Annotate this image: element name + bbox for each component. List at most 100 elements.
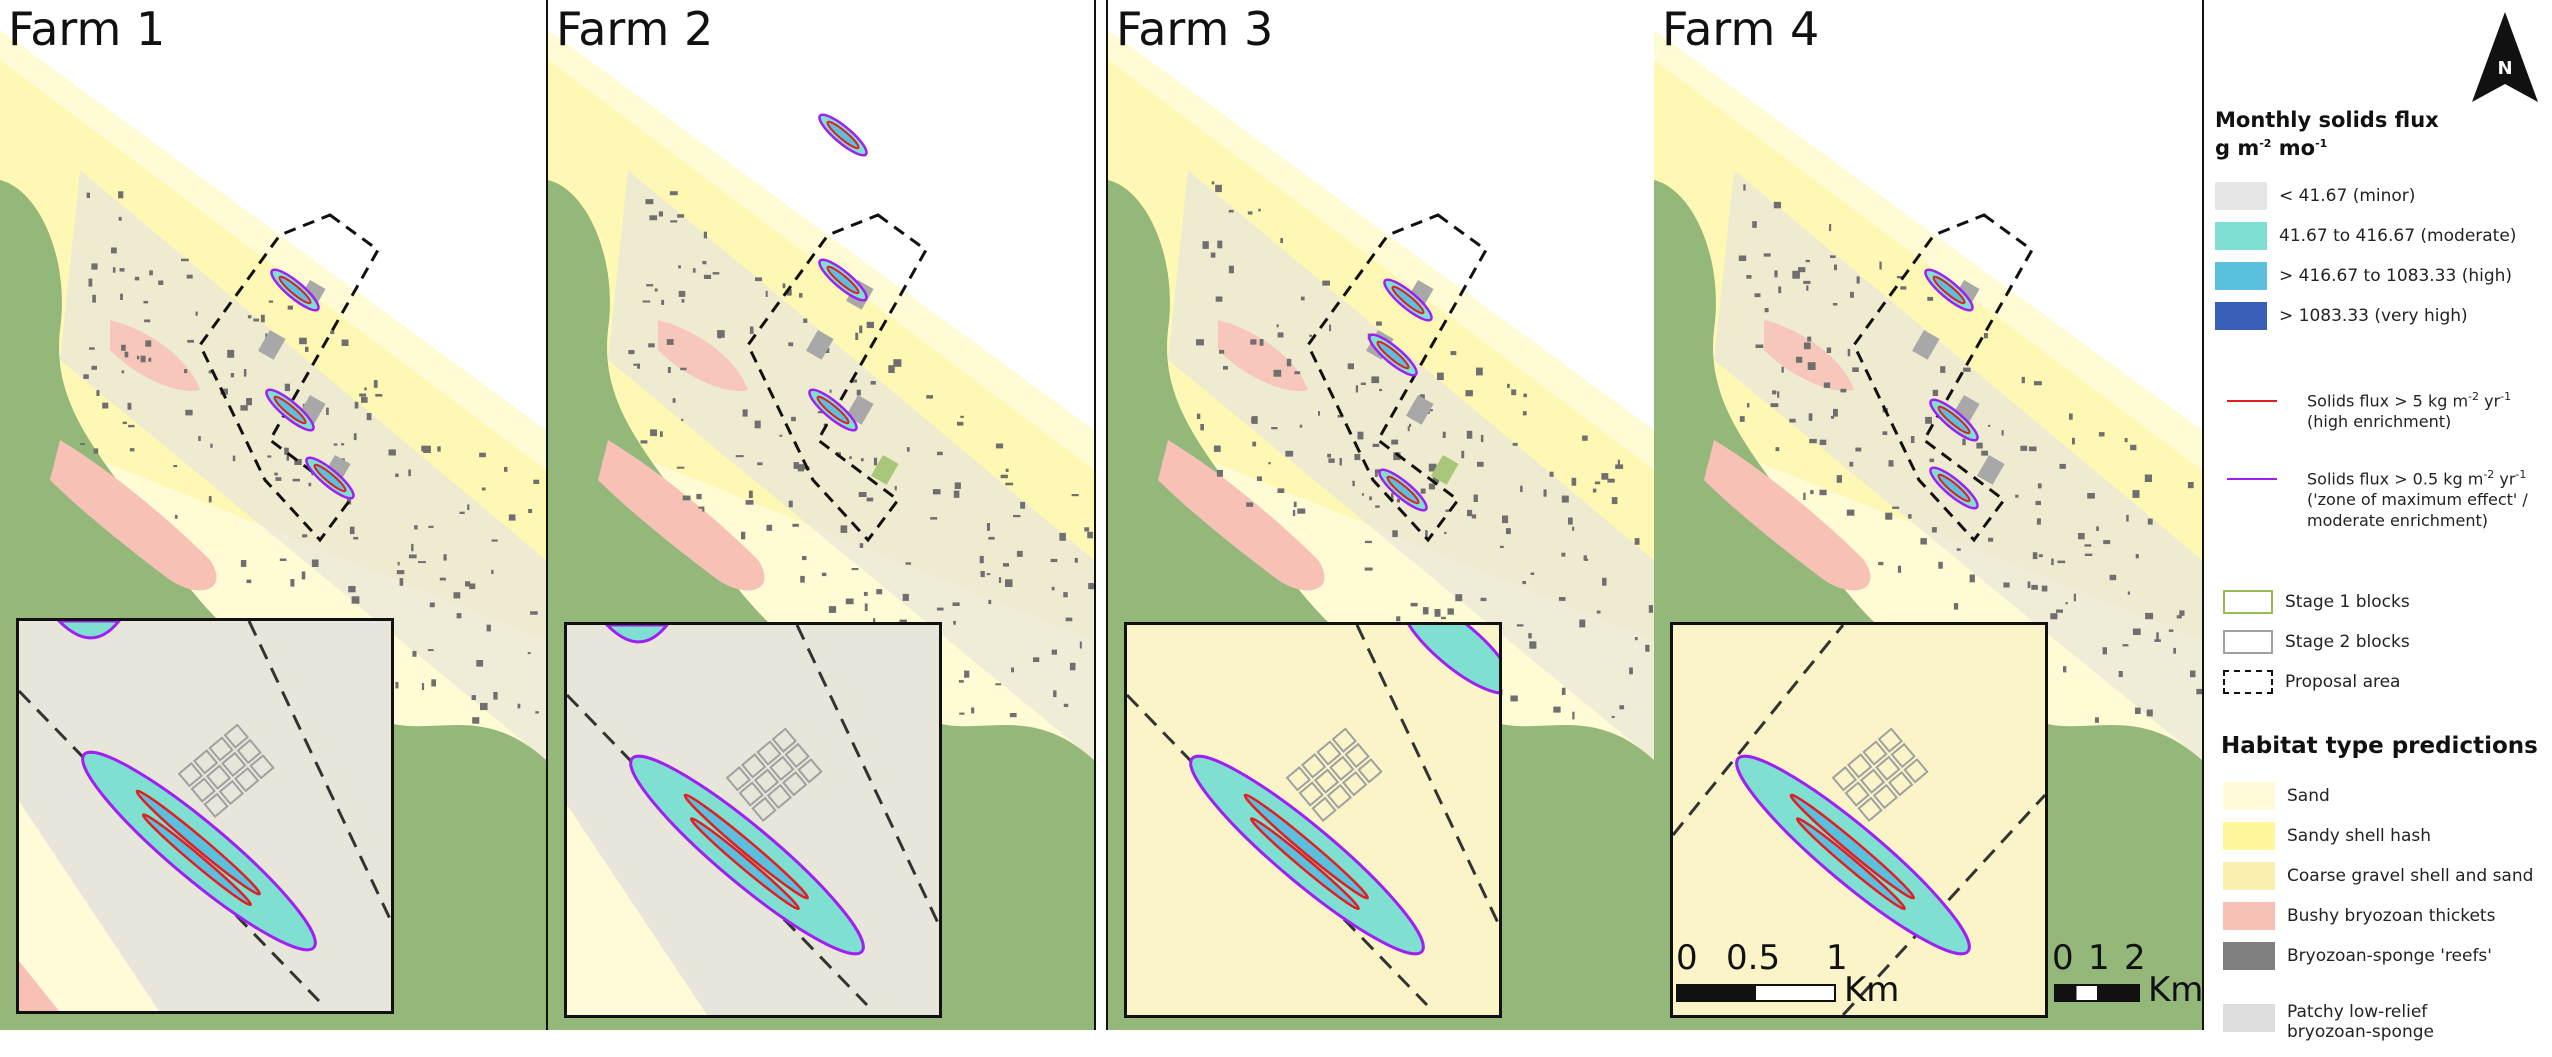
inset-background xyxy=(1127,625,1499,1015)
legend-exp: -1 xyxy=(2500,390,2512,403)
plume-high-contour xyxy=(689,817,800,911)
scale-tick-label: 0 xyxy=(1676,938,1698,978)
plume-high-contour xyxy=(683,793,809,900)
inset-background xyxy=(1673,625,2045,1015)
inset-map xyxy=(16,618,394,1014)
plume-high xyxy=(1932,275,1966,305)
inset-block xyxy=(753,768,780,794)
inset-plume xyxy=(1673,625,2045,1015)
legend-label: Stage 1 blocks xyxy=(2285,592,2410,612)
plume-high-contour xyxy=(1243,793,1369,900)
inset-block xyxy=(192,749,219,775)
inset-plume xyxy=(567,625,939,1015)
scale-tick-label: 1 xyxy=(2088,938,2110,978)
neighbour-plume xyxy=(56,621,121,640)
flux-class-minor: < 41.67 (minor) xyxy=(2215,182,2415,210)
inset-block xyxy=(771,727,797,753)
legend-exp: -1 xyxy=(2515,468,2527,481)
inset-block xyxy=(782,770,808,797)
inset-block xyxy=(769,755,795,782)
proposal-area-outline xyxy=(198,213,380,543)
plume-high-contour xyxy=(1789,793,1915,900)
inset-block xyxy=(1285,766,1312,792)
inset-block xyxy=(740,753,767,779)
scale-bar-graphic xyxy=(1676,984,1836,1002)
stage-block xyxy=(1977,455,2005,485)
inset-block xyxy=(203,792,229,819)
inset-block xyxy=(1344,742,1370,769)
inset-block xyxy=(249,754,275,780)
legend-label: > 1083.33 (very high) xyxy=(2279,306,2468,326)
habitat-sand: Sand xyxy=(2223,782,2330,810)
proposal-area-outline xyxy=(1306,213,1488,543)
plume-high-contour xyxy=(135,789,261,896)
inset-block xyxy=(190,777,216,803)
inset-block xyxy=(784,742,810,769)
bryozoan-thicket xyxy=(658,320,748,391)
inset-block xyxy=(223,723,249,749)
farm-title: Farm 2 xyxy=(556,2,714,56)
proposal-area-outline xyxy=(746,213,928,543)
stage-block xyxy=(258,330,286,360)
inset-block xyxy=(1857,796,1883,823)
scale-tick-label: 0 xyxy=(2052,938,2074,978)
legend-text: ('zone of maximum effect' / xyxy=(2307,490,2528,510)
farm-title: Farm 4 xyxy=(1662,2,1820,56)
solids-plume xyxy=(1929,466,1979,510)
habitat-legend-title: Habitat type predictions xyxy=(2221,733,2538,759)
habitat-patchy-low-relief: Patchy low-relief bryozoan-sponge xyxy=(2223,1002,2434,1042)
bryozoan-thicket xyxy=(598,440,765,591)
solids-plume xyxy=(808,388,858,432)
legend-text: Solids flux > 0.5 kg m xyxy=(2307,469,2484,489)
bryozoan-thicket xyxy=(110,320,200,391)
inset-block xyxy=(1890,742,1916,769)
inset-block xyxy=(205,764,232,790)
inset-proposal-edge xyxy=(1841,793,2045,1015)
inset-block xyxy=(1329,755,1355,782)
swatch xyxy=(2215,262,2267,290)
legend-text: Patchy low-relief xyxy=(2287,1002,2428,1022)
flux-unit: g m xyxy=(2215,136,2260,160)
plume-high xyxy=(816,395,850,425)
farm-panel-4: Farm 4 xyxy=(1654,0,2204,1030)
swatch xyxy=(2223,670,2273,694)
swatch xyxy=(2223,782,2275,810)
inset-block xyxy=(1859,768,1886,794)
north-label: N xyxy=(2497,58,2512,79)
solids-plume xyxy=(1929,398,1979,442)
swatch xyxy=(2223,862,2275,890)
inset-map xyxy=(1670,622,2048,1018)
stage-block xyxy=(1912,330,1940,360)
inset-block xyxy=(1342,770,1368,797)
inset-proposal-edge xyxy=(247,621,391,922)
legend-label: Sand xyxy=(2287,786,2330,806)
inset-block xyxy=(236,738,262,765)
inset-block xyxy=(234,766,260,793)
stage-1-blocks-item: Stage 1 blocks xyxy=(2223,590,2410,614)
solids-plume xyxy=(305,456,355,500)
swatch xyxy=(2215,302,2267,330)
solids-plume xyxy=(1924,268,1974,312)
inset-block xyxy=(1862,740,1888,766)
legend-label: 41.67 to 416.67 (moderate) xyxy=(2279,226,2517,246)
inset-plume xyxy=(19,621,391,1011)
bryozoan-thicket xyxy=(1764,320,1854,391)
stage-block xyxy=(871,455,899,485)
plume-high xyxy=(1937,473,1971,503)
habitat-bushy-bryozoan: Bushy bryozoan thickets xyxy=(2223,902,2495,930)
flux-title-text: Monthly solids flux xyxy=(2215,108,2439,132)
plume-high xyxy=(313,463,347,493)
proposal-area-outline xyxy=(1852,213,2034,543)
neighbour-plume xyxy=(1400,625,1499,695)
inset-block xyxy=(1316,740,1342,766)
inset-block xyxy=(1888,770,1914,797)
inset-block xyxy=(1298,781,1324,807)
bryozoan-thicket xyxy=(1218,320,1308,391)
stage-block xyxy=(1431,455,1459,485)
plume-high xyxy=(826,120,860,150)
flux-class-moderate: 41.67 to 416.67 (moderate) xyxy=(2215,222,2516,250)
flux-unit-mo: mo xyxy=(2271,136,2316,160)
plume-high xyxy=(278,275,312,305)
flux-unit-exp: -2 xyxy=(2259,137,2272,150)
inset-plume-group xyxy=(1189,754,1425,956)
